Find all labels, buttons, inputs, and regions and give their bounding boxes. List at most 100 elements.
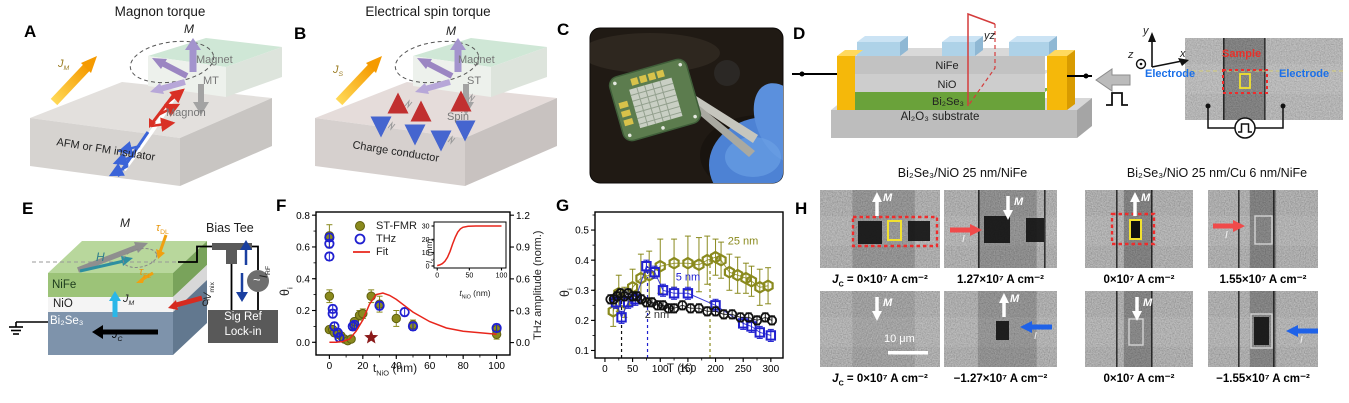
electrode-right-label: Electrode	[1279, 68, 1330, 80]
panel-d-label: D	[793, 24, 806, 43]
jm-label: JM	[123, 293, 134, 307]
magnetization-label: M	[883, 297, 893, 309]
ls-unit: (nm)	[424, 238, 434, 259]
bise-layer-label: Bi₂Se₃	[932, 96, 964, 108]
magnon-label: Magnon	[166, 107, 206, 119]
panel-e-label: E	[22, 199, 34, 218]
sem-noise-texture	[944, 190, 1057, 268]
tau-dl-sub: DL	[160, 229, 169, 237]
panel-h-label: H	[795, 199, 808, 218]
jc-sub: C	[838, 280, 844, 289]
jm-label: JM	[58, 58, 69, 72]
ls-base: l	[424, 261, 434, 263]
sem-noise-texture	[944, 291, 1057, 367]
t-base: t	[459, 288, 462, 298]
magnetization-label: M	[1014, 196, 1024, 208]
jc-sub: C	[838, 379, 844, 388]
spin-label: Spin	[447, 111, 470, 123]
panel-g-label: G	[556, 196, 570, 215]
magnetization-label: M	[1010, 293, 1020, 305]
t-sub: NiO	[461, 294, 471, 301]
bise-label: Bi₂Se₃	[50, 315, 84, 327]
moke-image: I	[1208, 291, 1318, 367]
y-axis-label: y	[1143, 25, 1149, 37]
caption-text: 1.55×10⁷ A cm⁻²	[1219, 274, 1307, 286]
magnetization-label: M	[1141, 192, 1151, 204]
tau: τ	[139, 266, 144, 278]
theta: θ	[278, 289, 292, 296]
caption-text: −1.55×10⁷ A cm⁻²	[1216, 373, 1310, 385]
current-density-caption: 1.27×10⁷ A cm⁻²	[944, 272, 1057, 286]
jm-sub: M	[128, 300, 135, 308]
v-sub: mix	[209, 282, 217, 293]
m-label: M	[446, 24, 456, 38]
f-ylabel: θi	[278, 287, 295, 296]
jc-base: J	[832, 274, 839, 286]
sample-label: Sample	[1222, 48, 1262, 60]
theta-sub: i	[285, 287, 295, 290]
yz-plane-label: yz	[984, 30, 995, 42]
nife-label: NiFe	[52, 279, 77, 291]
moke-image: M	[1085, 291, 1193, 367]
current-label: I	[1225, 230, 1228, 241]
vmix-label: Vmix	[202, 282, 216, 300]
current-density-caption: −1.55×10⁷ A cm⁻²	[1208, 371, 1318, 385]
inset-ylabel: ls (nm)	[424, 239, 437, 263]
panel-b-label: B	[294, 24, 307, 43]
m-label: M	[184, 22, 194, 36]
current-density-caption: JC = 0×10⁷ A cm⁻²	[820, 371, 940, 387]
mt-label: MT	[203, 75, 219, 87]
current-density-caption: JC = 0×10⁷ A cm⁻²	[820, 272, 940, 288]
ls-sub: s	[430, 258, 437, 262]
moke-image: M 10 μm	[820, 291, 940, 367]
panel-a-label: A	[24, 22, 37, 41]
sem-noise-texture	[820, 190, 940, 268]
legend-label: ST-FMR	[376, 219, 417, 232]
legend-label: THz	[376, 232, 397, 245]
panel-f-label: F	[276, 196, 287, 215]
jc-base: J	[112, 329, 118, 341]
panel-c-label: C	[557, 20, 570, 39]
js-base: J	[333, 64, 339, 76]
legend-row-stfmr: ST-FMR	[352, 219, 417, 232]
sem-noise-texture	[820, 291, 940, 367]
js-label: JS	[333, 64, 343, 78]
electrode-left-label: Electrode	[1145, 68, 1196, 80]
jm-base: J	[123, 293, 129, 305]
field-label: H	[96, 250, 105, 264]
theta: θ	[558, 290, 572, 297]
f-legend: ST-FMR THz Fit	[352, 219, 417, 258]
legend-row-fit: Fit	[352, 245, 417, 258]
jc-label: JC	[112, 329, 122, 343]
legend-row-thz: THz	[352, 232, 417, 245]
damping-torque-label: τDL	[156, 222, 169, 236]
jm-base: J	[58, 58, 64, 70]
f-right-ylabel: THz amplitude (norm.)	[532, 230, 544, 340]
stfmr-marker-icon	[355, 220, 365, 231]
current-label: I	[1300, 335, 1303, 346]
magnetization-label: M	[883, 192, 893, 204]
m-label: M	[120, 216, 130, 230]
panel-a-title: Magnon torque	[114, 4, 206, 19]
stack-heading-right: Bi₂Se₃/NiO 25 nm/Cu 6 nm/NiFe	[1126, 166, 1308, 180]
z-axis-label: z	[1128, 49, 1134, 61]
sem-noise-texture	[1085, 190, 1193, 268]
nio-layer-label: NiO	[937, 79, 957, 91]
current-density-caption: 1.55×10⁷ A cm⁻²	[1208, 272, 1318, 286]
jc-sub: C	[117, 336, 123, 344]
moke-image: M	[820, 190, 940, 268]
t-sub: NiO	[376, 368, 390, 378]
current-label: I	[1034, 331, 1037, 342]
g-ylabel: θi	[558, 288, 575, 297]
jc-base: J	[832, 373, 839, 385]
nife-layer-label: NiFe	[935, 60, 959, 72]
magnet-label: Magnet	[196, 54, 233, 66]
st-label: ST	[467, 75, 482, 87]
sem-noise-texture	[1208, 291, 1318, 367]
jm-sub: M	[63, 65, 70, 73]
scalebar-label: 10 μm	[884, 333, 915, 345]
caption-text: 0×10⁷ A cm⁻²	[1103, 274, 1175, 286]
sem-noise-texture	[1208, 190, 1318, 268]
